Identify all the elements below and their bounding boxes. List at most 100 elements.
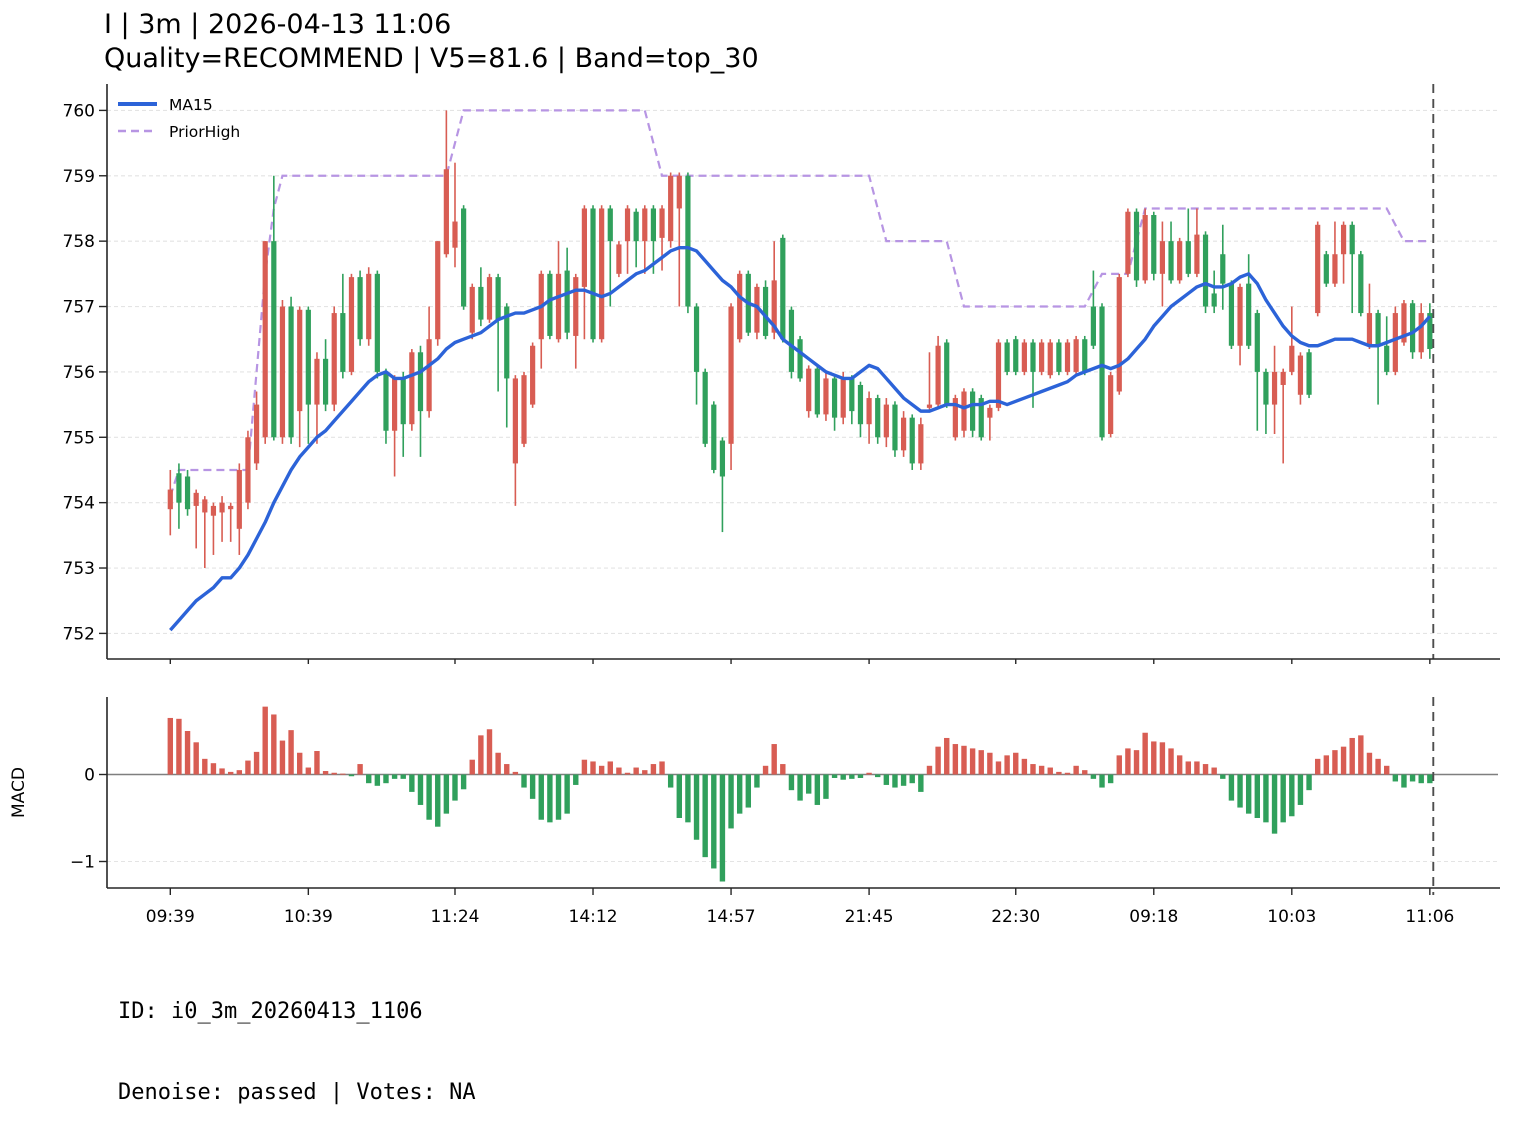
macd-bar (331, 772, 337, 775)
candle (1237, 286, 1243, 346)
candle (780, 237, 786, 340)
candle (1021, 342, 1027, 372)
legend-priorhigh-label: PriorHigh (169, 123, 240, 141)
macd-bar (1366, 752, 1373, 775)
svg-text:758: 758 (63, 232, 95, 252)
candle (642, 208, 648, 242)
candle (607, 208, 613, 242)
macd-bar (1280, 774, 1286, 823)
candle (1030, 342, 1036, 372)
macd-bar (866, 772, 872, 775)
candle (271, 241, 277, 438)
macd-bar (1323, 755, 1330, 775)
macd-bar (236, 770, 243, 775)
candle (409, 352, 415, 425)
candle (1142, 215, 1148, 281)
candle (624, 208, 631, 242)
macd-bar (650, 764, 657, 775)
footer-denoise-line: Denoise: passed | Votes: NA (118, 1080, 476, 1106)
candle (417, 352, 424, 412)
prior-high-line (169, 109, 1430, 497)
macd-bar (1427, 774, 1433, 784)
candle (616, 244, 622, 274)
candle (797, 339, 803, 379)
candle (1090, 306, 1096, 346)
macd-bar (1133, 750, 1140, 775)
macd-bar (642, 770, 648, 775)
candle (193, 492, 199, 506)
candle (1246, 283, 1252, 346)
candle (711, 404, 717, 470)
candle (435, 241, 441, 340)
macd-bar (547, 774, 553, 823)
legend: MA15 PriorHigh (118, 96, 240, 141)
svg-text:757: 757 (63, 298, 95, 318)
macd-bar (892, 774, 898, 788)
candle (806, 368, 812, 412)
macd-bar (1297, 774, 1304, 805)
candle (314, 358, 320, 405)
candles (167, 110, 1433, 569)
candle (176, 473, 182, 503)
macd-bar (322, 771, 329, 775)
macd-bar (745, 774, 752, 808)
macd-bar (210, 763, 217, 775)
candle (1159, 241, 1166, 274)
candle (961, 391, 967, 431)
macd-bar (607, 761, 613, 775)
candle (288, 306, 294, 438)
macd-bar (831, 774, 838, 778)
candle (1409, 303, 1416, 353)
macd-bar (340, 773, 346, 775)
macd-bar (452, 774, 458, 801)
candle (857, 384, 864, 425)
candle (443, 169, 449, 255)
macd-bars (107, 706, 1498, 882)
candle (1306, 352, 1312, 395)
macd-bar (685, 774, 691, 823)
macd-bar (1263, 774, 1269, 823)
macd-bar (193, 742, 199, 775)
candle (892, 404, 898, 451)
macd-bar (1358, 735, 1364, 775)
candle (1202, 234, 1209, 307)
svg-text:09:39: 09:39 (146, 907, 195, 927)
macd-bar (883, 774, 890, 785)
macd-bar (961, 745, 967, 775)
candle (1280, 371, 1286, 385)
macd-bar (1211, 767, 1217, 775)
macd-bar (297, 752, 303, 775)
candle (1418, 313, 1424, 353)
candle (1211, 293, 1217, 307)
macd-bar (504, 764, 510, 775)
candle (900, 417, 907, 451)
macd-bar (366, 774, 372, 784)
macd-bar (555, 774, 562, 820)
legend-ma15-label: MA15 (169, 96, 213, 114)
svg-text:22:30: 22:30 (991, 907, 1040, 927)
macd-bar (1228, 774, 1235, 801)
candle (400, 378, 406, 425)
candle (702, 371, 708, 444)
macd-bar (840, 774, 846, 780)
macd-bar (1409, 774, 1416, 782)
svg-text:753: 753 (63, 559, 95, 579)
candle (987, 407, 993, 418)
svg-text:752: 752 (63, 624, 95, 644)
footer-stats: ID: i0_3m_20260413_1106 Denoise: passed … (118, 943, 794, 1143)
macd-bar (780, 764, 786, 775)
svg-text:10:39: 10:39 (284, 907, 333, 927)
candle (1358, 254, 1364, 314)
candle (754, 286, 760, 333)
candle (1133, 211, 1140, 281)
candle (1263, 371, 1269, 405)
macd-bar (279, 740, 286, 775)
svg-text:754: 754 (63, 494, 95, 514)
macd-bar (521, 774, 527, 788)
macd-ylabel: MACD (9, 767, 29, 818)
macd-bar (538, 774, 544, 820)
candle (1332, 254, 1338, 284)
macd-bar (719, 774, 726, 882)
candle (469, 286, 475, 333)
